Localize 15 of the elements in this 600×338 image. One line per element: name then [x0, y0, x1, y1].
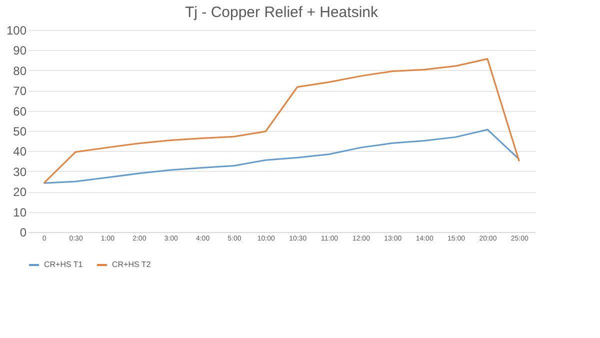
- y-tick-label: 100: [6, 24, 27, 38]
- line-series: [43, 58, 520, 184]
- y-tick-label: 90: [13, 44, 27, 58]
- y-tick-label: 30: [13, 164, 27, 179]
- y-tick-label: 20: [13, 185, 27, 200]
- legend-label: CR+HS T2: [112, 260, 152, 269]
- line-series: [43, 128, 520, 184]
- y-tick-label: 70: [13, 84, 27, 98]
- y-tick-label: 60: [13, 104, 27, 118]
- y-tick-label: 40: [13, 144, 27, 159]
- legend-label: CR+HS T1: [44, 260, 84, 269]
- y-tick-label: 10: [13, 205, 27, 220]
- y-tick-label: 50: [13, 124, 27, 138]
- y-tick-label: 80: [13, 64, 27, 78]
- chart-title: Tj - Copper Relief + Heatsink: [185, 4, 378, 21]
